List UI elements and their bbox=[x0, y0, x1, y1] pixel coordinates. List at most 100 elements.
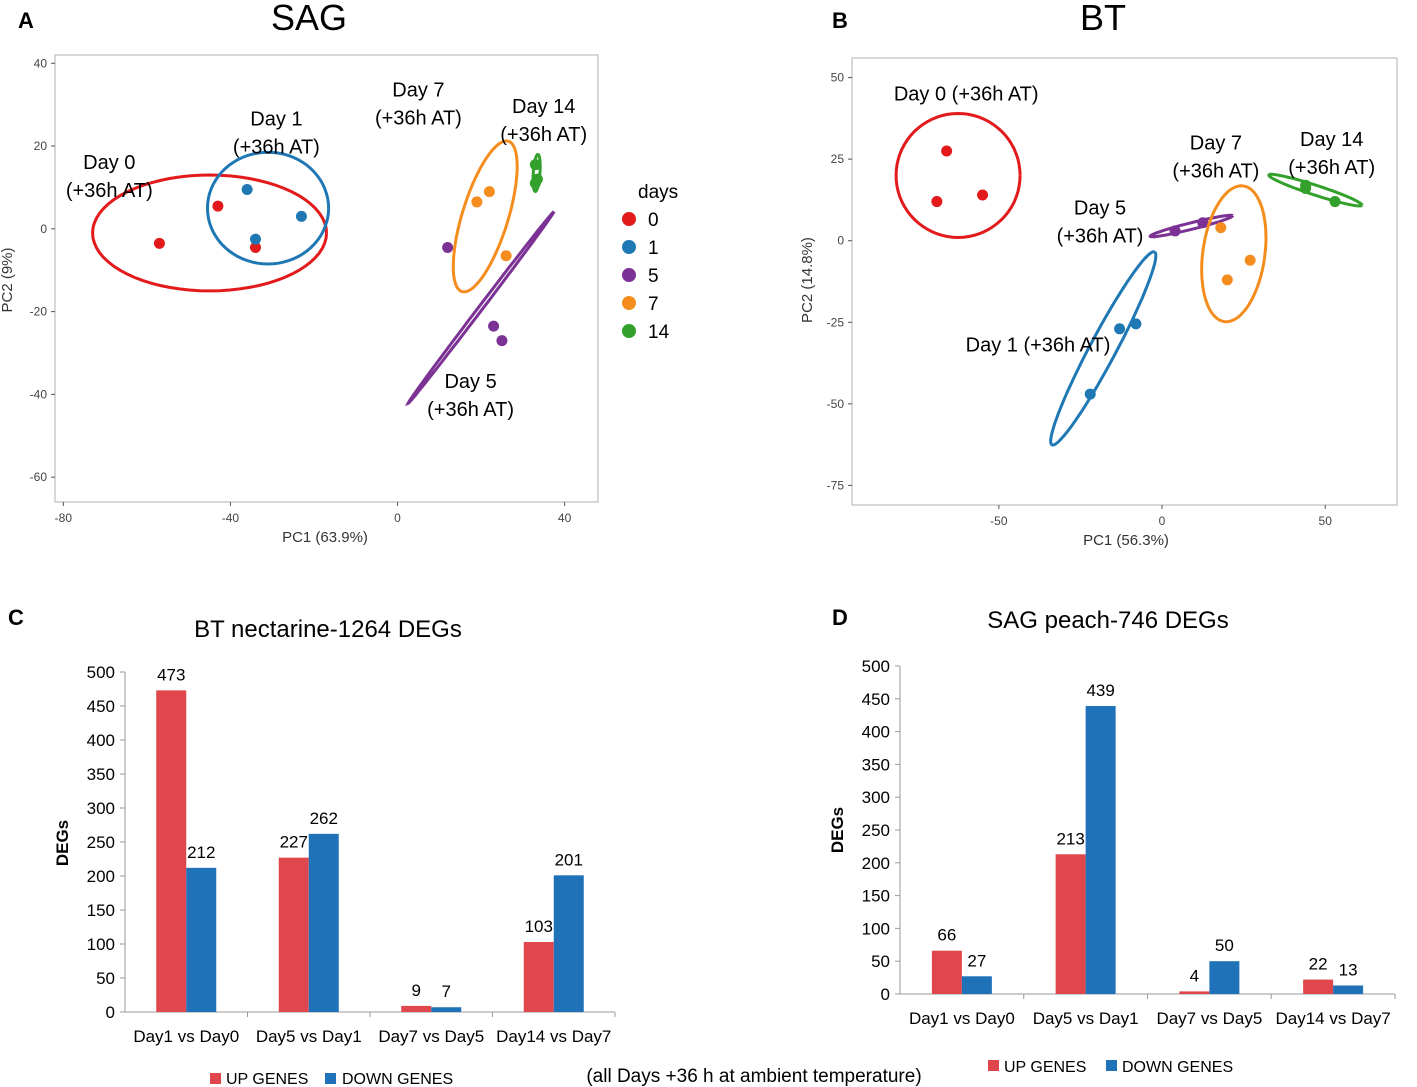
cluster-label-day-1: Day 1 (+36h AT) bbox=[966, 335, 1111, 357]
panel-d-legend: UP GENES DOWN GENES bbox=[988, 1059, 1233, 1076]
data-point-day-0 bbox=[153, 237, 165, 249]
category-label: Day1 vs Day0 bbox=[133, 1027, 239, 1046]
data-point-day-1 bbox=[249, 233, 261, 245]
y-tick-label: -75 bbox=[827, 478, 845, 492]
legend-label-7: 7 bbox=[648, 294, 659, 315]
legend-up-label: UP GENES bbox=[1004, 1059, 1086, 1076]
up-genes-bar bbox=[1055, 854, 1086, 994]
up-genes-bar bbox=[523, 941, 554, 1012]
confidence-ellipse-day-1 bbox=[1049, 250, 1158, 447]
y-tick-label: 300 bbox=[862, 788, 890, 807]
y-tick-label: 250 bbox=[862, 821, 890, 840]
panel-letter-b: B bbox=[832, 8, 848, 33]
legend-marker-7 bbox=[622, 296, 636, 310]
panel-d-y-axis-label: DEGs bbox=[828, 807, 847, 853]
legend-marker-1 bbox=[622, 240, 636, 254]
x-tick-label: 0 bbox=[1159, 514, 1166, 528]
legend-marker-14 bbox=[622, 324, 636, 338]
cluster-label-day-7: Day 7 bbox=[1190, 132, 1242, 154]
x-tick-label: -50 bbox=[990, 514, 1008, 528]
data-point-day-7 bbox=[500, 250, 512, 262]
panel-d-title: SAG peach-746 DEGs bbox=[987, 607, 1228, 634]
bar-value-label: 13 bbox=[1339, 960, 1358, 979]
panel-letter-d: D bbox=[832, 605, 848, 630]
y-tick-label: -40 bbox=[30, 387, 48, 401]
cluster-label-day-14: Day 14 bbox=[1300, 129, 1363, 151]
y-tick-label: 400 bbox=[862, 723, 890, 742]
cluster-label-day-5: (+36h AT) bbox=[427, 399, 514, 421]
cluster-label-day-0: Day 0 (+36h AT) bbox=[894, 83, 1039, 105]
down-genes-bar bbox=[186, 867, 217, 1012]
panel-a: A SAG 40 20 0 -20 -40 -60 -80 -40 0 40 Day 0 (+36… bbox=[0, 0, 678, 546]
y-tick-label: 350 bbox=[862, 755, 890, 774]
cluster-label-day-5: Day 5 bbox=[444, 371, 496, 393]
legend-down-swatch bbox=[1106, 1060, 1117, 1071]
cluster-label-day-0: (+36h AT) bbox=[66, 180, 153, 202]
down-genes-bar bbox=[431, 1007, 462, 1012]
y-tick-label: 100 bbox=[862, 919, 890, 938]
y-tick-label: 200 bbox=[87, 867, 115, 886]
data-point-day-5 bbox=[1197, 217, 1209, 229]
panel-c: C BT nectarine-1264 DEGs 500450400350300… bbox=[8, 605, 616, 1087]
data-point-day-0 bbox=[249, 241, 261, 253]
cluster-label-day-7: Day 7 bbox=[392, 79, 444, 101]
panel-c-y-axis-label: DEGs bbox=[53, 820, 72, 866]
data-point-day-0 bbox=[931, 196, 943, 208]
legend-label-1: 1 bbox=[648, 238, 659, 259]
footnote: (all Days +36 h at ambient temperature) bbox=[586, 1066, 921, 1087]
bar-value-label: 50 bbox=[1215, 936, 1234, 955]
data-point-day-1 bbox=[1130, 318, 1142, 330]
bar-value-label: 103 bbox=[525, 917, 553, 936]
bar-value-label: 473 bbox=[157, 665, 185, 684]
y-tick-label: -25 bbox=[827, 315, 845, 329]
data-point-day-14 bbox=[529, 159, 541, 171]
bar-value-label: 262 bbox=[310, 809, 338, 828]
data-point-day-1 bbox=[295, 210, 307, 222]
panel-b: B BT 50 25 0 -25 -50 -75 -50 0 50 Day 0 (+36h A… bbox=[799, 0, 1398, 549]
data-point-day-5 bbox=[1169, 225, 1181, 237]
bar-value-label: 7 bbox=[442, 982, 451, 1001]
y-tick-label: 150 bbox=[862, 887, 890, 906]
y-tick-label: -50 bbox=[827, 397, 845, 411]
y-tick-label: 50 bbox=[96, 969, 115, 988]
y-tick-label: 450 bbox=[862, 690, 890, 709]
data-point-day-14 bbox=[529, 177, 541, 189]
bar-value-label: 4 bbox=[1190, 966, 1199, 985]
data-point-day-14 bbox=[1300, 183, 1312, 195]
confidence-ellipse-day-5 bbox=[404, 210, 556, 407]
bar-value-label: 439 bbox=[1086, 681, 1114, 700]
panel-letter-a: A bbox=[18, 8, 34, 33]
confidence-ellipse-day-0 bbox=[91, 173, 328, 293]
cluster-label-day-1: (+36h AT) bbox=[233, 136, 320, 158]
cluster-label-day-1: Day 1 bbox=[250, 108, 302, 130]
cluster-label-day-7: (+36h AT) bbox=[1172, 160, 1259, 182]
y-tick-label: 0 bbox=[40, 222, 47, 236]
data-point-day-7 bbox=[483, 186, 495, 198]
panel-c-title: BT nectarine-1264 DEGs bbox=[194, 616, 462, 643]
y-tick-label: 50 bbox=[831, 71, 845, 85]
bar-value-label: 22 bbox=[1309, 955, 1328, 974]
category-label: Day5 vs Day1 bbox=[256, 1027, 362, 1046]
x-tick-label: 40 bbox=[558, 511, 572, 525]
legend-label-0: 0 bbox=[648, 210, 659, 231]
cluster-label-day-14: Day 14 bbox=[512, 96, 575, 118]
legend-down-label: DOWN GENES bbox=[1122, 1059, 1233, 1076]
up-genes-bar bbox=[1179, 991, 1210, 994]
data-point-day-1 bbox=[1084, 388, 1096, 400]
panel-a-plot-area bbox=[54, 54, 599, 503]
y-tick-label: -20 bbox=[30, 305, 48, 319]
panel-b-y-axis-label: PC2 (14.8%) bbox=[799, 237, 816, 323]
cluster-label-day-5: Day 5 bbox=[1074, 198, 1126, 220]
down-genes-bar bbox=[308, 833, 339, 1012]
confidence-ellipse-day-0 bbox=[894, 111, 1022, 240]
y-tick-label: 200 bbox=[862, 854, 890, 873]
bar-value-label: 9 bbox=[412, 981, 421, 1000]
down-genes-bar bbox=[1085, 706, 1116, 994]
legend-marker-0 bbox=[622, 212, 636, 226]
legend-down-swatch bbox=[325, 1073, 336, 1084]
y-tick-label: 400 bbox=[87, 731, 115, 750]
y-tick-label: 250 bbox=[87, 833, 115, 852]
confidence-ellipse-day-7 bbox=[1200, 184, 1268, 324]
up-genes-bar bbox=[1303, 979, 1334, 994]
cluster-label-day-0: Day 0 bbox=[83, 152, 135, 174]
